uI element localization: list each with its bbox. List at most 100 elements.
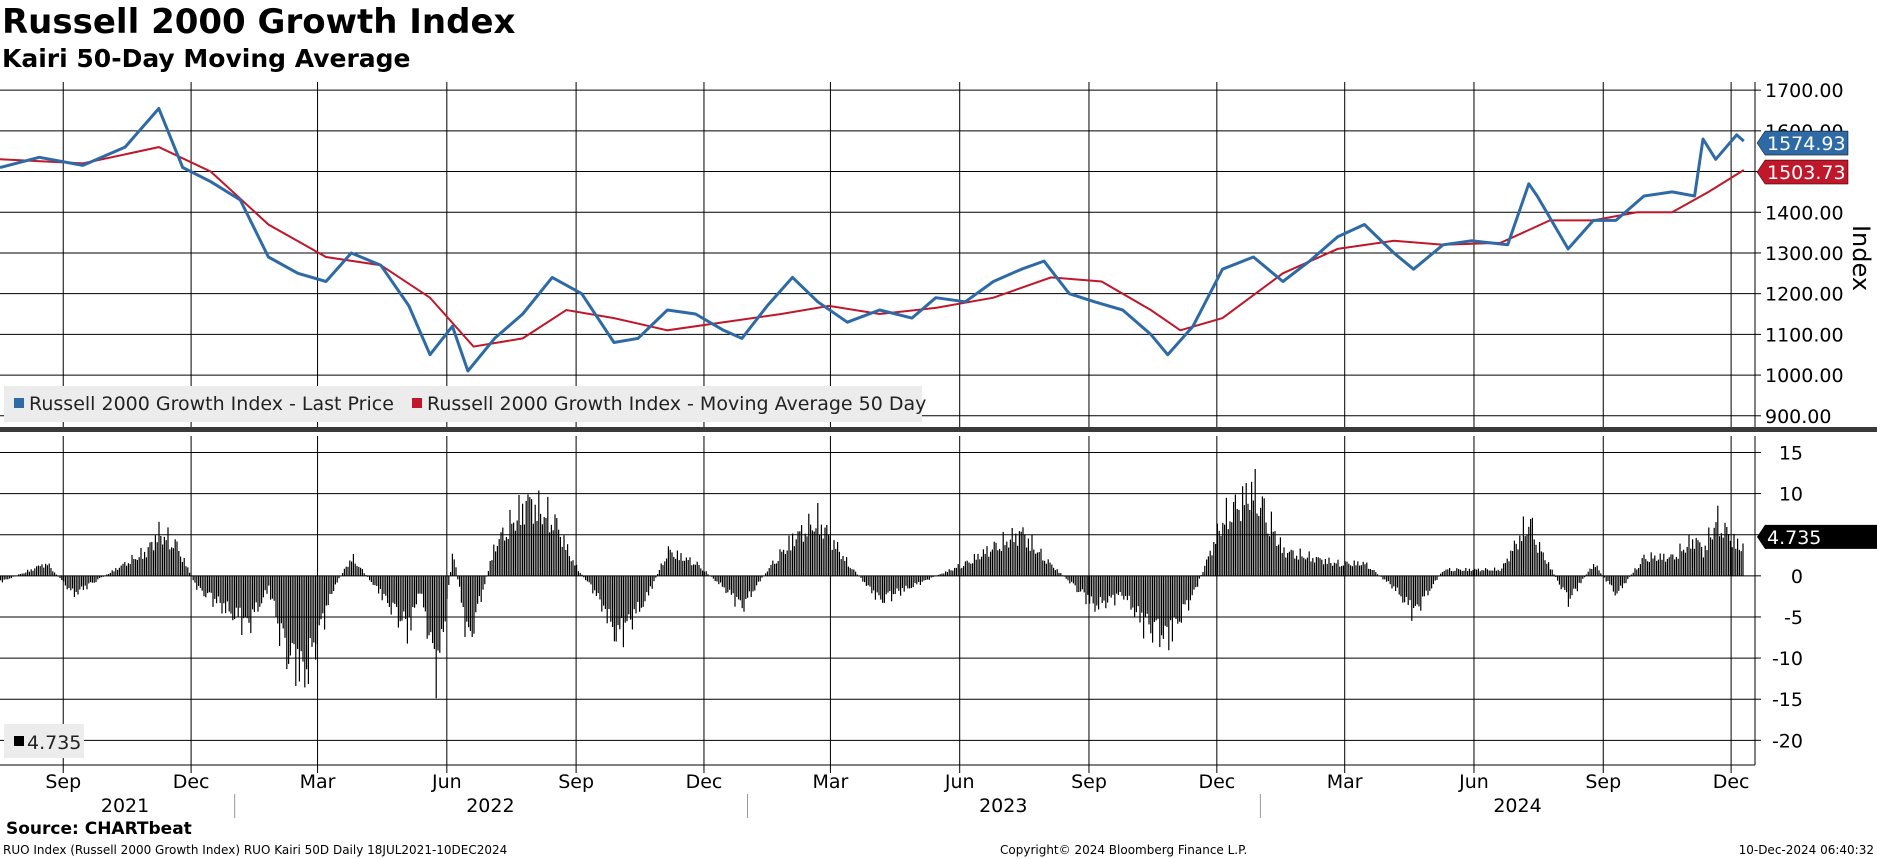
kairi-bar (891, 575, 893, 602)
kairi-bar (907, 575, 909, 589)
kairi-bar (1193, 575, 1195, 590)
kairi-bar (1137, 575, 1139, 607)
kairi-bar (1240, 521, 1242, 576)
kairi-bar (1378, 575, 1380, 577)
kairi-bar (300, 575, 302, 652)
kairi-bar (664, 561, 666, 576)
kairi-bar (910, 575, 912, 588)
kairi-bar (248, 575, 250, 623)
kairi-bar (471, 575, 473, 637)
kairi-bar (480, 575, 482, 602)
kairi-bar (1593, 564, 1595, 576)
kairi-bar (178, 551, 180, 576)
kairi-bar (1375, 572, 1377, 576)
kairi-bar (401, 575, 403, 621)
kairi-bar (460, 575, 462, 603)
x-year-label: 2023 (979, 795, 1027, 817)
kairi-bar (1537, 552, 1539, 576)
kairi-bar (568, 556, 570, 576)
kairi-bar (1251, 481, 1253, 576)
kairi-bar (365, 575, 367, 576)
kairi-bar (716, 575, 718, 582)
kairi-bar (707, 574, 709, 576)
kairi-bar (432, 575, 434, 644)
kairi-bar (1243, 505, 1245, 576)
kairi-bar (320, 575, 322, 620)
kairi-bar (655, 575, 657, 578)
kairi-bar (1067, 575, 1069, 581)
kairi-bar (1063, 575, 1065, 577)
kairi-bar (1134, 575, 1136, 617)
kairi-bar (3, 575, 5, 580)
kairi-bar (1535, 544, 1537, 576)
kairi-bar (678, 560, 680, 576)
kairi-bar (43, 567, 45, 576)
kairi-bar (1654, 555, 1656, 576)
kairi-bar (1580, 575, 1582, 584)
kairi-bar (1306, 557, 1308, 576)
kairi-bar (1555, 575, 1557, 577)
kairi-bar (408, 575, 410, 618)
kairi-bar (396, 575, 398, 607)
kairi-bar (1229, 521, 1231, 576)
kairi-bar (1740, 551, 1742, 576)
kairi-bar (1062, 575, 1064, 576)
kairi-bar (1247, 503, 1249, 576)
kairi-bar (1539, 542, 1541, 576)
kairi-bar (921, 575, 923, 582)
kairi-bar (547, 496, 549, 576)
kairi-bar (309, 575, 311, 639)
kairi-bar (1522, 516, 1524, 576)
kairi-bar (93, 575, 95, 583)
kairi-bar (628, 575, 630, 615)
kairi-bar (1708, 527, 1710, 576)
kairi-bar (394, 575, 396, 604)
kairi-bar (552, 530, 554, 576)
kairi-bar (264, 575, 266, 591)
kairi-bar (1711, 539, 1713, 576)
kairi-bar (1467, 571, 1469, 576)
kairi-bar (18, 574, 20, 576)
kairi-bar (1405, 575, 1407, 597)
kairi-bar (1071, 575, 1073, 582)
kairi-bar (95, 575, 97, 583)
kairi-bar (140, 547, 142, 576)
kairi-bar (12, 575, 14, 577)
kairi-bar (1353, 560, 1355, 576)
kairi-bar (316, 575, 318, 645)
kairi-bar (1177, 575, 1179, 624)
kairi-bar (1321, 559, 1323, 576)
kairi-bar (959, 568, 961, 576)
kairi-bar (1652, 558, 1654, 576)
kairi-bar (691, 565, 693, 576)
kairi-bar (196, 575, 198, 590)
kairi-bar (1324, 559, 1326, 576)
kairi-bar (1258, 515, 1260, 576)
kairi-bar (822, 538, 824, 576)
kairi-bar (1639, 564, 1641, 576)
copyright-text: Copyright© 2024 Bloomberg Finance L.P. (1000, 843, 1248, 857)
kairi-bar (549, 532, 551, 576)
chart-title: Russell 2000 Growth Index (2, 2, 516, 42)
kairi-bar (966, 560, 968, 576)
kairi-bar (1411, 575, 1413, 621)
kairi-bar (5, 575, 7, 580)
kairi-bar (536, 521, 538, 576)
kairi-bar (1738, 549, 1740, 576)
kairi-bar (64, 575, 66, 586)
kairi-bar (705, 571, 707, 576)
kairi-bar (1418, 575, 1420, 607)
kairi-bar (1413, 575, 1415, 608)
kairi-bar (1528, 526, 1530, 576)
kairi-bar (1389, 575, 1391, 585)
kairi-bar (1044, 560, 1046, 576)
kairi-bar (662, 565, 664, 576)
kairi-bar (709, 575, 711, 576)
kairi-bar (1726, 527, 1728, 576)
kairi-bar (1326, 563, 1328, 576)
kairi-bar (1503, 563, 1505, 576)
x-month-label: Dec (1198, 771, 1235, 793)
kairi-bar (158, 521, 160, 576)
kairi-bar (739, 575, 741, 601)
kairi-bar (1315, 557, 1317, 576)
